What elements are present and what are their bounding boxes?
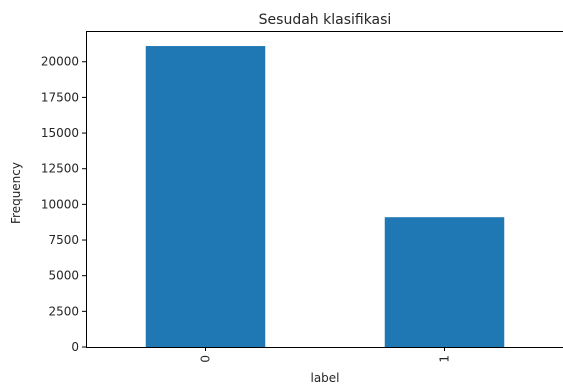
y-tick-label: 17500 [41, 90, 79, 104]
bar-1 [384, 217, 505, 347]
plot-area-frame [86, 31, 563, 348]
y-axis-title: Frequency [9, 162, 23, 224]
y-tick-label: 5000 [48, 269, 79, 283]
x-tick-label-0: 0 [199, 355, 213, 363]
x-tick-label-1: 1 [438, 355, 452, 363]
bars-layer [145, 46, 505, 348]
y-tick-label: 0 [71, 340, 79, 354]
chart-title: Sesudah klasifikasi [259, 12, 392, 28]
y-tick-label: 15000 [41, 126, 79, 140]
y-tick-label: 20000 [41, 55, 79, 69]
y-tick-label: 12500 [41, 162, 79, 176]
y-tick-label: 7500 [48, 233, 79, 247]
y-tick-label: 10000 [41, 197, 79, 211]
y-axis-ticks: 0 2500 5000 7500 10000 12500 15000 17500 20000 [41, 55, 86, 354]
bar-0 [145, 46, 266, 348]
y-tick-label: 2500 [48, 304, 79, 318]
x-axis-title: label [310, 371, 339, 385]
